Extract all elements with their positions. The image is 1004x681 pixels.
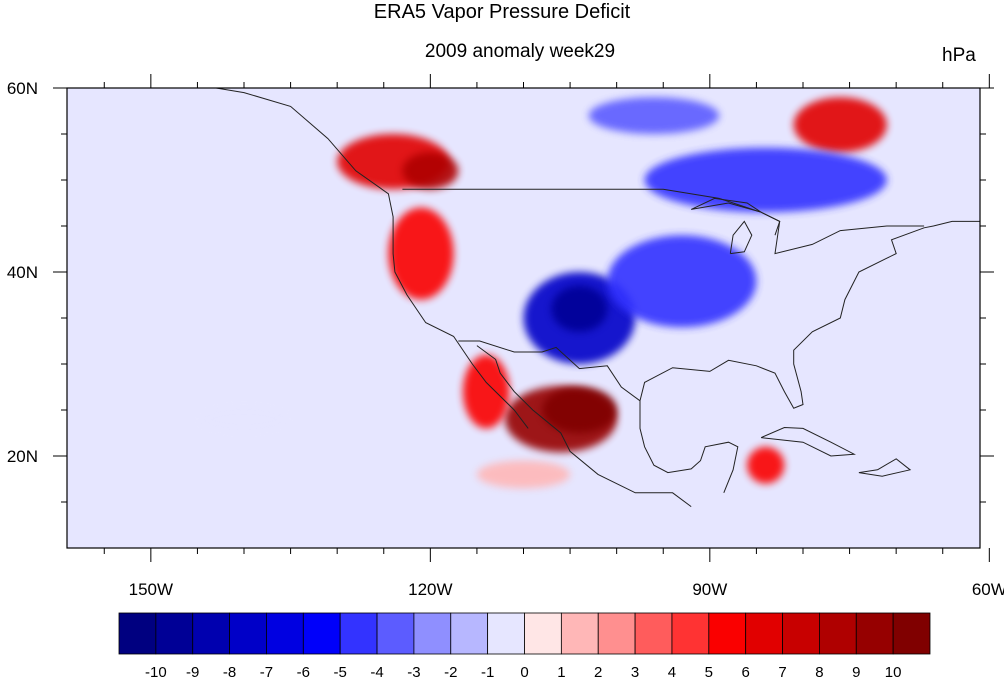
x-tick-label: 90W (692, 580, 727, 599)
coastline (476, 345, 692, 508)
colorbar-label: -1 (481, 664, 494, 681)
us-mexico-border (458, 340, 641, 402)
colorbar-swatch (487, 612, 525, 655)
colorbar-label: 2 (594, 664, 602, 681)
colorbar-swatch (892, 612, 931, 655)
anomaly-region (542, 387, 617, 433)
anomaly-region (462, 354, 510, 429)
colorbar-swatch (597, 612, 636, 655)
anomaly-region (588, 97, 720, 134)
colorbar-label: -9 (186, 664, 199, 681)
colorbar-swatch (266, 612, 304, 655)
colorbar-swatch (855, 612, 894, 655)
x-tick-label: 120W (408, 580, 452, 599)
coastline (132, 88, 529, 429)
colorbar-label: 0 (520, 664, 528, 681)
chart-subtitle: 2009 anomaly week29 (424, 41, 616, 62)
units-label: hPa (942, 45, 976, 66)
colorbar-label: 10 (885, 664, 902, 681)
x-tick-label: 60W (972, 580, 1004, 599)
colorbar-label: 7 (778, 664, 786, 681)
y-tick-label: 40N (7, 263, 38, 282)
anomaly-region (197, 405, 291, 434)
colorbar: -10 -9 -8 -7 -6 -5 -4 -3 -2 -1 0 1 2 3 4 5 6 7 8 9 10 (118, 612, 931, 681)
coastline (639, 400, 739, 493)
colorbar-swatch (339, 612, 378, 655)
colorbar-swatch (302, 612, 341, 655)
plot-area (66, 87, 981, 549)
anomaly-region (793, 97, 887, 153)
colorbar-label: -4 (370, 664, 383, 681)
colorbar-swatch (450, 612, 489, 655)
colorbar-swatch (155, 612, 194, 655)
coastlines (132, 88, 980, 508)
colorbar-label: -5 (334, 664, 347, 681)
coastline (760, 426, 856, 457)
anomaly-region (747, 446, 785, 484)
colorbar-swatch (819, 612, 857, 655)
axis-ticks: 150W 120W 90W 60W 60N 40N 20N (7, 74, 1004, 599)
anomaly-field (197, 97, 887, 489)
anomaly-region (644, 147, 887, 213)
colorbar-label: -6 (297, 664, 310, 681)
colorbar-swatch (708, 612, 747, 655)
y-tick-label: 20N (7, 447, 38, 466)
coastline (729, 220, 753, 255)
colorbar-swatch (192, 612, 230, 655)
coastline (858, 458, 912, 477)
colorbar-label: -3 (407, 664, 420, 681)
colorbar-swatch (634, 612, 673, 655)
colorbar-label: 6 (742, 664, 750, 681)
anomaly-region (388, 207, 454, 300)
colorbar-label: -8 (223, 664, 236, 681)
colorbar-swatch (229, 612, 267, 655)
chart-title: ERA5 Vapor Pressure Deficit (373, 1, 631, 23)
colorbar-swatch (376, 612, 415, 655)
colorbar-label: 5 (705, 664, 713, 681)
colorbar-label: 9 (852, 664, 860, 681)
colorbar-swatch (524, 612, 562, 655)
x-tick-label: 150W (129, 580, 173, 599)
coastline (639, 220, 980, 409)
anomaly-region (607, 235, 757, 328)
colorbar-label: 8 (815, 664, 823, 681)
anomaly-region (402, 152, 459, 190)
colorbar-swatch (560, 612, 599, 655)
colorbar-swatch (671, 612, 710, 655)
colorbar-label: 3 (631, 664, 639, 681)
colorbar-label: -10 (145, 664, 167, 681)
colorbar-swatch (745, 612, 783, 655)
colorbar-swatch (413, 612, 452, 655)
colorbar-label: 1 (557, 664, 565, 681)
colorbar-swatch (118, 612, 157, 655)
anomaly-region (551, 285, 608, 332)
y-tick-label: 60N (7, 79, 38, 98)
anomaly-region (476, 460, 571, 489)
colorbar-label: 4 (668, 664, 676, 681)
colorbar-swatch (782, 612, 820, 655)
us-canada-border (402, 188, 925, 255)
colorbar-label: -7 (260, 664, 273, 681)
colorbar-label: -2 (444, 664, 457, 681)
